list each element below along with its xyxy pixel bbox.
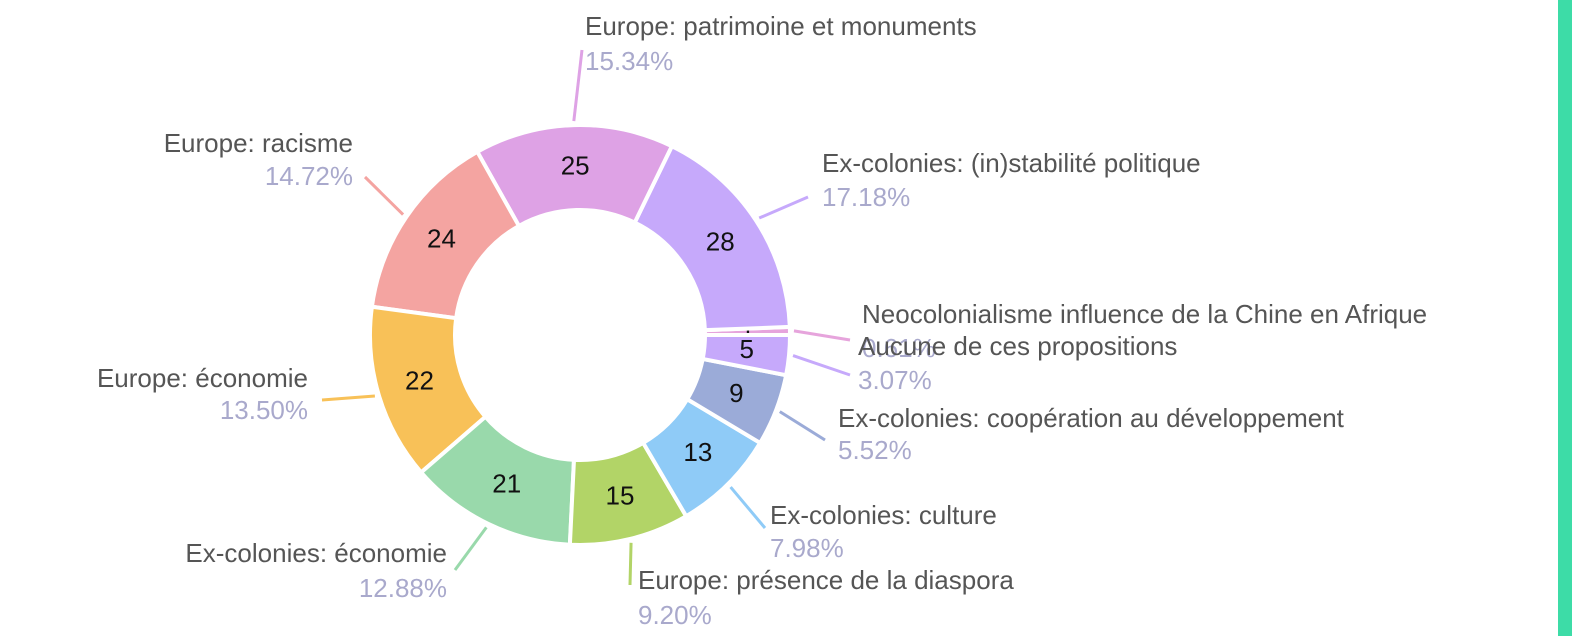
slice-percent: 3.07%: [858, 365, 932, 395]
slice-name: Ex-colonies: économie: [185, 538, 447, 568]
slice-name: Ex-colonies: coopération au développemen…: [838, 403, 1345, 433]
slice-count: 28: [706, 226, 735, 256]
slice-count: 25: [561, 150, 590, 180]
slice-count: 13: [683, 437, 712, 467]
slice-percent: 12.88%: [359, 573, 447, 603]
leader-line: [793, 329, 851, 342]
slice-percent: 14.72%: [265, 161, 353, 191]
leader-line: [779, 410, 826, 442]
slice-percent: 17.18%: [822, 182, 910, 212]
slice: [700, 333, 793, 378]
slice-name: Ex-colonies: culture: [770, 500, 997, 530]
leader-line: [628, 542, 633, 586]
slice-count: 9: [729, 378, 743, 408]
slice-percent: 9.20%: [638, 600, 712, 630]
leader-line: [572, 49, 584, 122]
leader-line: [321, 394, 375, 402]
slice-name: Ex-colonies: (in)stabilité politique: [822, 148, 1201, 178]
slice-name: Neocolonialisme influence de la Chine en…: [862, 299, 1427, 329]
slice-count: 22: [405, 366, 434, 396]
slice-name: Europe: présence de la diaspora: [638, 565, 1014, 595]
slice-count: 21: [492, 468, 521, 498]
side-bar: [1558, 0, 1572, 636]
slice-percent: 15.34%: [585, 46, 673, 76]
slice-name: Europe: racisme: [164, 128, 353, 158]
slice-percent: 0.61%: [862, 333, 936, 363]
slice-name: Europe: patrimoine et monuments: [585, 11, 977, 41]
slice-name: Europe: économie: [97, 363, 308, 393]
leader-line: [363, 175, 405, 216]
slice-percent: 5.52%: [838, 435, 912, 465]
slice-name: Aucune de ces propositions: [858, 331, 1177, 361]
leader-line: [453, 526, 488, 571]
slice-percent: 13.50%: [220, 395, 308, 425]
slice-count: 5: [739, 334, 753, 364]
leader-line: [758, 195, 809, 220]
slice-percent: 7.98%: [770, 533, 844, 563]
slice-count: 15: [606, 481, 635, 511]
leader-line: [729, 486, 767, 529]
leader-line: [792, 354, 851, 377]
slice-count: 24: [427, 224, 456, 254]
